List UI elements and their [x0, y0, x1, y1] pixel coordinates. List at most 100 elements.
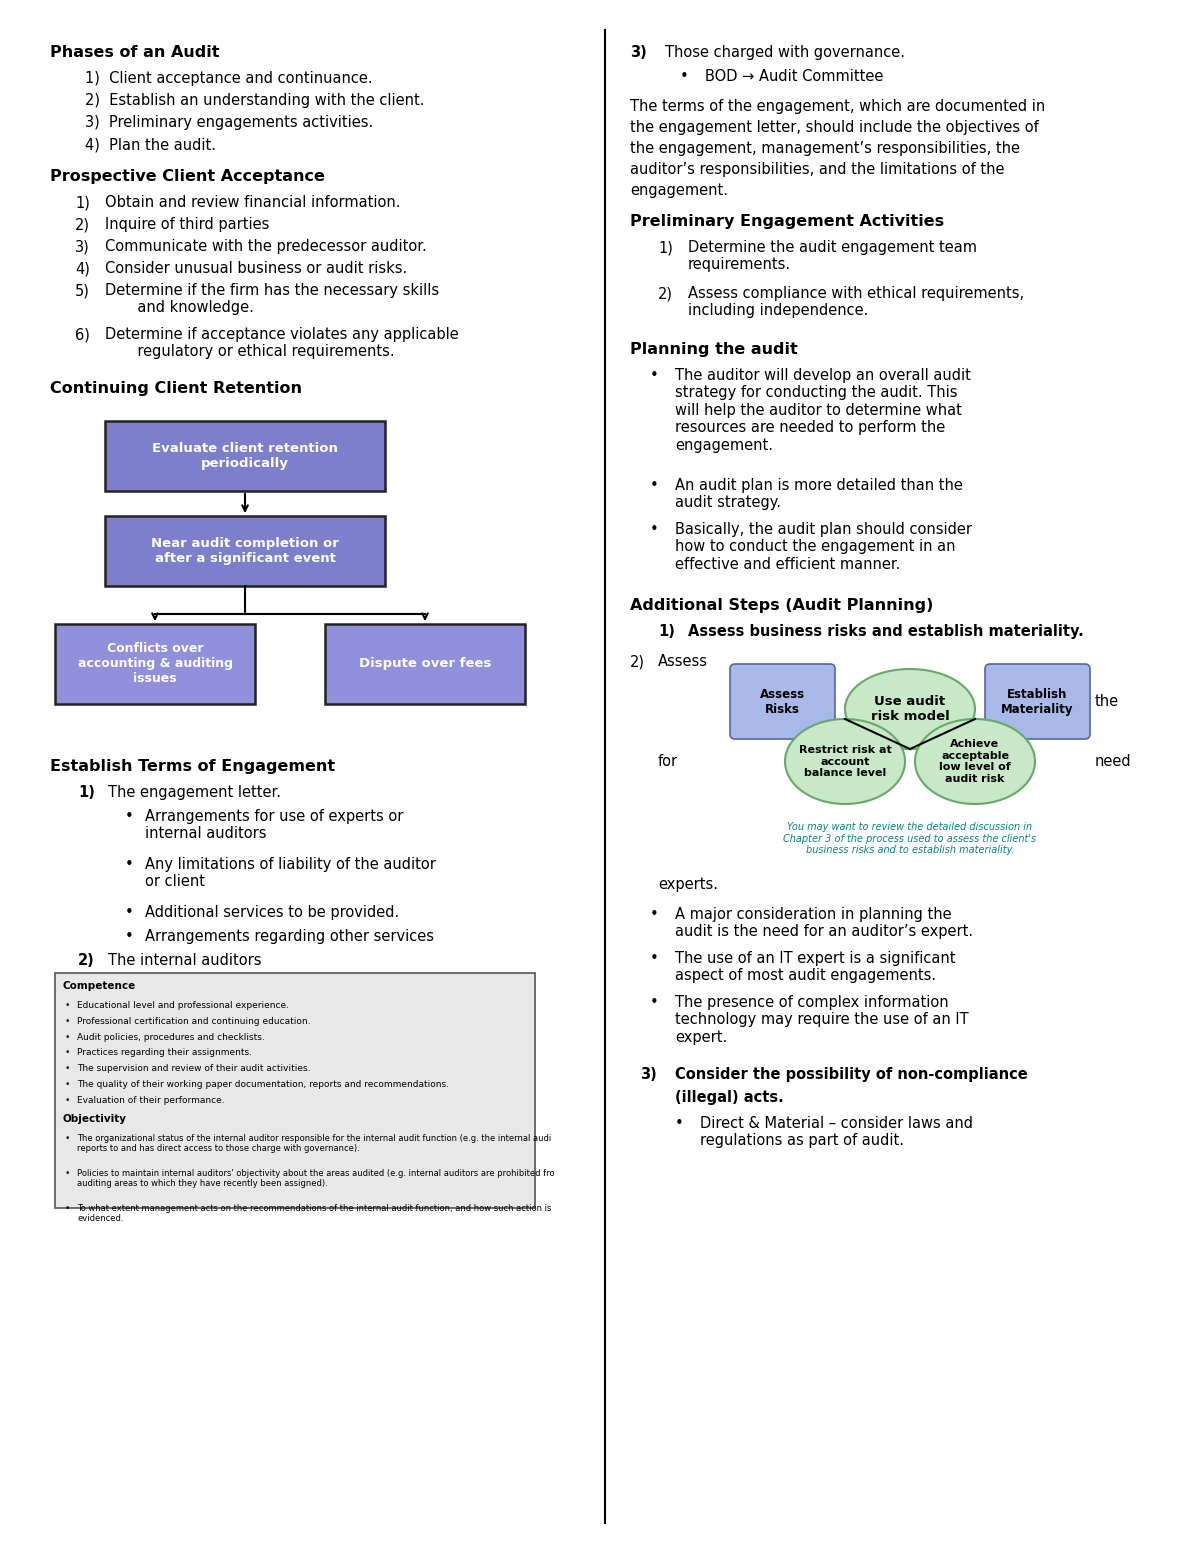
Text: 4)  Plan the audit.: 4) Plan the audit.: [85, 137, 216, 152]
Text: 1): 1): [78, 784, 95, 800]
Text: •: •: [65, 1048, 71, 1058]
Text: Consider the possibility of non-compliance: Consider the possibility of non-complian…: [674, 1067, 1027, 1082]
Text: for: for: [658, 755, 678, 769]
Text: Those charged with governance.: Those charged with governance.: [665, 45, 905, 61]
Text: 2): 2): [630, 654, 646, 669]
Text: To what extent management acts on the recommendations of the internal audit func: To what extent management acts on the re…: [77, 1204, 551, 1224]
Text: Continuing Client Retention: Continuing Client Retention: [50, 380, 302, 396]
Text: 1): 1): [74, 196, 90, 210]
Text: Prospective Client Acceptance: Prospective Client Acceptance: [50, 169, 325, 183]
Text: •: •: [650, 478, 659, 492]
Text: Evaluation of their performance.: Evaluation of their performance.: [77, 1096, 224, 1104]
Text: Phases of an Audit: Phases of an Audit: [50, 45, 220, 61]
Text: The supervision and review of their audit activities.: The supervision and review of their audi…: [77, 1064, 311, 1073]
Text: The auditor will develop an overall audit
strategy for conducting the audit. Thi: The auditor will develop an overall audi…: [674, 368, 971, 452]
Text: 1): 1): [658, 241, 673, 255]
Text: •: •: [65, 1168, 71, 1177]
FancyBboxPatch shape: [55, 624, 254, 704]
Ellipse shape: [916, 719, 1034, 804]
Text: (illegal) acts.: (illegal) acts.: [674, 1090, 784, 1106]
Ellipse shape: [785, 719, 905, 804]
Text: 2)  Establish an understanding with the client.: 2) Establish an understanding with the c…: [85, 93, 425, 109]
Text: •: •: [125, 857, 133, 871]
FancyBboxPatch shape: [106, 421, 385, 491]
Text: The terms of the engagement, which are documented in: The terms of the engagement, which are d…: [630, 99, 1045, 113]
Text: 2): 2): [74, 217, 90, 231]
Text: 4): 4): [74, 261, 90, 276]
Text: •: •: [650, 522, 659, 537]
Text: 3): 3): [630, 45, 647, 61]
FancyBboxPatch shape: [55, 974, 535, 1208]
Text: •: •: [650, 368, 659, 384]
Text: auditor’s responsibilities, and the limitations of the: auditor’s responsibilities, and the limi…: [630, 162, 1004, 177]
Text: Practices regarding their assignments.: Practices regarding their assignments.: [77, 1048, 252, 1058]
Text: You may want to review the detailed discussion in
Chapter 3 of the process used : You may want to review the detailed disc…: [784, 822, 1037, 856]
Text: Determine if the firm has the necessary skills
       and knowledge.: Determine if the firm has the necessary …: [106, 283, 439, 315]
FancyBboxPatch shape: [985, 665, 1090, 739]
Text: The internal auditors: The internal auditors: [108, 954, 262, 968]
FancyBboxPatch shape: [730, 665, 835, 739]
Text: •: •: [65, 1134, 71, 1143]
Text: Communicate with the predecessor auditor.: Communicate with the predecessor auditor…: [106, 239, 427, 255]
Text: Assess: Assess: [658, 654, 708, 669]
Text: •: •: [65, 1204, 71, 1213]
Text: Educational level and professional experience.: Educational level and professional exper…: [77, 1002, 289, 1009]
Text: Additional Steps (Audit Planning): Additional Steps (Audit Planning): [630, 598, 934, 613]
Text: Arrangements regarding other services: Arrangements regarding other services: [145, 929, 434, 944]
Text: The presence of complex information
technology may require the use of an IT
expe: The presence of complex information tech…: [674, 995, 968, 1045]
Text: The engagement letter.: The engagement letter.: [108, 784, 281, 800]
Text: •: •: [650, 950, 659, 966]
Text: Consider unusual business or audit risks.: Consider unusual business or audit risks…: [106, 261, 407, 276]
Text: Competence: Competence: [62, 981, 136, 991]
Text: •: •: [680, 68, 689, 84]
Text: •: •: [65, 1033, 71, 1042]
Text: 3): 3): [74, 239, 90, 255]
Text: •: •: [65, 1017, 71, 1027]
Text: Preliminary Engagement Activities: Preliminary Engagement Activities: [630, 214, 944, 228]
Text: Assess
Risks: Assess Risks: [760, 688, 805, 716]
Text: •: •: [650, 995, 659, 1009]
Text: 2): 2): [658, 286, 673, 301]
Text: engagement.: engagement.: [630, 183, 728, 197]
Text: Establish
Materiality: Establish Materiality: [1001, 688, 1074, 716]
Text: Audit policies, procedures and checklists.: Audit policies, procedures and checklist…: [77, 1033, 265, 1042]
Text: Dispute over fees: Dispute over fees: [359, 657, 491, 671]
Text: 3)  Preliminary engagements activities.: 3) Preliminary engagements activities.: [85, 115, 373, 130]
Text: Determine if acceptance violates any applicable
       regulatory or ethical req: Determine if acceptance violates any app…: [106, 328, 458, 359]
Text: 2): 2): [78, 954, 95, 968]
Text: A major consideration in planning the
audit is the need for an auditor’s expert.: A major consideration in planning the au…: [674, 907, 973, 940]
FancyBboxPatch shape: [106, 516, 385, 585]
Text: Establish Terms of Engagement: Establish Terms of Engagement: [50, 759, 335, 773]
Text: •: •: [65, 1002, 71, 1009]
Text: 5): 5): [74, 283, 90, 298]
Text: Policies to maintain internal auditors' objectivity about the areas audited (e.g: Policies to maintain internal auditors' …: [77, 1168, 554, 1188]
Text: Near audit completion or
after a significant event: Near audit completion or after a signifi…: [151, 537, 338, 565]
Text: The organizational status of the internal auditor responsible for the internal a: The organizational status of the interna…: [77, 1134, 551, 1152]
Text: experts.: experts.: [658, 877, 718, 891]
Text: •: •: [125, 929, 133, 944]
Text: Assess business risks and establish materiality.: Assess business risks and establish mate…: [688, 624, 1084, 638]
Text: An audit plan is more detailed than the
audit strategy.: An audit plan is more detailed than the …: [674, 478, 962, 511]
Text: Restrict risk at
account
balance level: Restrict risk at account balance level: [799, 745, 892, 778]
Text: Objectivity: Objectivity: [62, 1114, 126, 1124]
Text: Additional services to be provided.: Additional services to be provided.: [145, 905, 400, 919]
Text: Conflicts over
accounting & auditing
issues: Conflicts over accounting & auditing iss…: [78, 643, 233, 685]
Text: need: need: [1096, 755, 1132, 769]
Text: Any limitations of liability of the auditor
or client: Any limitations of liability of the audi…: [145, 857, 436, 890]
Text: Inquire of third parties: Inquire of third parties: [106, 217, 269, 231]
Text: the engagement, management’s responsibilities, the: the engagement, management’s responsibil…: [630, 141, 1020, 155]
Text: Arrangements for use of experts or
internal auditors: Arrangements for use of experts or inter…: [145, 809, 403, 842]
Text: the engagement letter, should include the objectives of: the engagement letter, should include th…: [630, 120, 1039, 135]
Text: the: the: [1096, 694, 1120, 710]
Text: The use of an IT expert is a significant
aspect of most audit engagements.: The use of an IT expert is a significant…: [674, 950, 955, 983]
Text: •: •: [65, 1096, 71, 1104]
Text: Obtain and review financial information.: Obtain and review financial information.: [106, 196, 401, 210]
Text: 1)  Client acceptance and continuance.: 1) Client acceptance and continuance.: [85, 71, 373, 85]
Text: 6): 6): [74, 328, 90, 342]
Text: Use audit
risk model: Use audit risk model: [871, 696, 949, 724]
Text: Planning the audit: Planning the audit: [630, 342, 798, 357]
Text: Direct & Material – consider laws and
regulations as part of audit.: Direct & Material – consider laws and re…: [700, 1117, 973, 1148]
Text: •: •: [650, 907, 659, 922]
Text: Basically, the audit plan should consider
how to conduct the engagement in an
ef: Basically, the audit plan should conside…: [674, 522, 972, 572]
Text: Evaluate client retention
periodically: Evaluate client retention periodically: [152, 443, 338, 471]
